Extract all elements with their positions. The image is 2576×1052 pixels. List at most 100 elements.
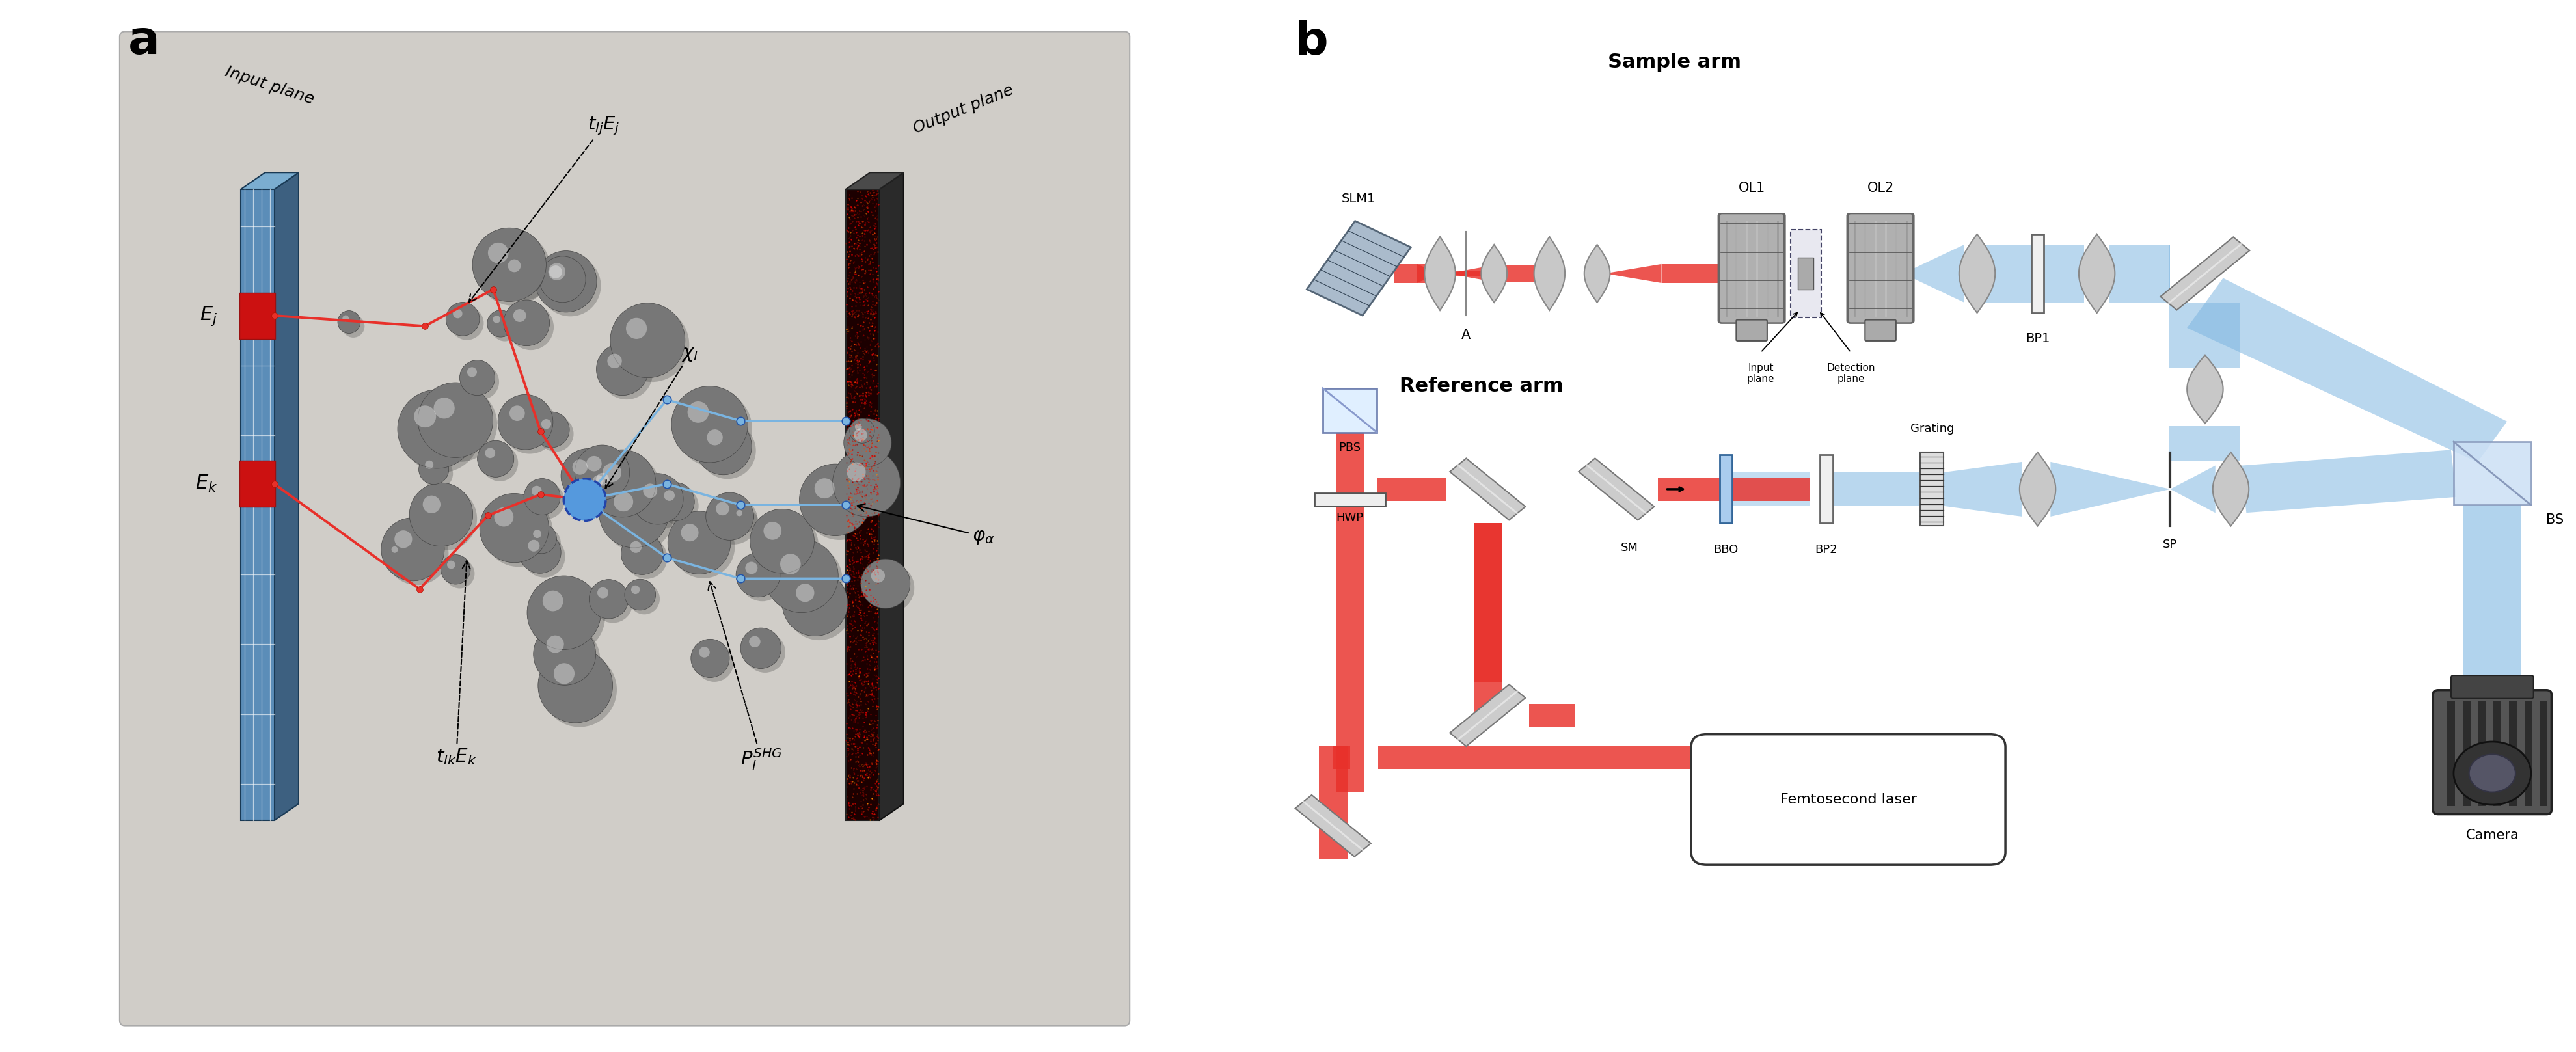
Circle shape <box>466 367 477 377</box>
Bar <box>2478 701 2486 806</box>
Circle shape <box>737 510 757 532</box>
Text: $t_{lj}E_j$: $t_{lj}E_j$ <box>469 115 621 302</box>
Polygon shape <box>1376 478 1448 501</box>
Circle shape <box>672 386 747 463</box>
Circle shape <box>848 463 866 482</box>
Circle shape <box>507 260 520 272</box>
Circle shape <box>587 449 657 518</box>
Circle shape <box>853 423 878 447</box>
Circle shape <box>590 471 629 510</box>
Circle shape <box>415 405 435 427</box>
Circle shape <box>672 515 734 579</box>
Circle shape <box>590 580 629 619</box>
Circle shape <box>528 540 538 551</box>
Circle shape <box>549 263 564 280</box>
Circle shape <box>592 584 634 623</box>
Circle shape <box>538 417 574 451</box>
Text: Input plane: Input plane <box>224 64 317 107</box>
Circle shape <box>613 492 634 511</box>
Circle shape <box>422 459 453 488</box>
Polygon shape <box>1334 506 1365 792</box>
Circle shape <box>497 250 544 296</box>
Text: $\varphi_\alpha$: $\varphi_\alpha$ <box>858 504 994 546</box>
Polygon shape <box>1731 472 1808 506</box>
Circle shape <box>343 315 366 338</box>
Circle shape <box>502 300 549 346</box>
Circle shape <box>657 483 696 521</box>
Polygon shape <box>1319 746 1347 859</box>
FancyBboxPatch shape <box>1721 214 1783 323</box>
Polygon shape <box>1417 264 1440 283</box>
Polygon shape <box>1530 704 1577 727</box>
Circle shape <box>464 364 500 400</box>
Circle shape <box>765 539 837 612</box>
Circle shape <box>737 553 781 598</box>
Circle shape <box>410 483 474 546</box>
Polygon shape <box>1448 271 1484 276</box>
Polygon shape <box>2050 462 2169 517</box>
Text: OL2: OL2 <box>1868 182 1893 195</box>
Bar <box>2509 701 2517 806</box>
Circle shape <box>698 422 755 479</box>
Circle shape <box>796 584 814 602</box>
Circle shape <box>762 522 781 540</box>
Circle shape <box>549 265 562 279</box>
FancyBboxPatch shape <box>1850 214 1911 323</box>
Circle shape <box>564 452 618 507</box>
Circle shape <box>871 569 886 583</box>
Circle shape <box>381 518 446 581</box>
Circle shape <box>608 353 621 368</box>
Circle shape <box>631 541 641 553</box>
Polygon shape <box>240 189 273 821</box>
Bar <box>1721 454 1734 523</box>
Polygon shape <box>1834 472 1901 506</box>
Circle shape <box>422 495 440 513</box>
Circle shape <box>832 449 899 517</box>
Text: b: b <box>1296 19 1329 64</box>
Text: $\chi_l$: $\chi_l$ <box>605 345 698 488</box>
Circle shape <box>471 228 546 302</box>
Circle shape <box>572 460 587 474</box>
Circle shape <box>866 563 914 612</box>
Text: $P_l^{SHG}$: $P_l^{SHG}$ <box>708 582 783 771</box>
Bar <box>1314 493 1386 506</box>
FancyBboxPatch shape <box>1690 734 2004 865</box>
Circle shape <box>850 419 873 443</box>
Circle shape <box>554 663 574 684</box>
Circle shape <box>541 652 616 727</box>
Circle shape <box>750 636 760 647</box>
Bar <box>1919 452 1942 526</box>
Circle shape <box>533 412 569 447</box>
Circle shape <box>688 402 708 423</box>
Circle shape <box>675 390 752 467</box>
Circle shape <box>783 570 848 636</box>
Circle shape <box>448 561 456 569</box>
Circle shape <box>546 635 564 653</box>
Circle shape <box>690 640 729 677</box>
FancyBboxPatch shape <box>1847 214 1914 323</box>
Circle shape <box>621 532 662 574</box>
Circle shape <box>536 250 598 312</box>
Circle shape <box>603 482 672 552</box>
Circle shape <box>538 627 600 689</box>
Circle shape <box>523 535 564 578</box>
Circle shape <box>706 492 755 541</box>
Circle shape <box>781 553 801 574</box>
Bar <box>240 292 276 339</box>
Polygon shape <box>1450 459 1525 520</box>
FancyBboxPatch shape <box>118 32 1131 1026</box>
Circle shape <box>732 506 755 528</box>
Circle shape <box>541 419 551 429</box>
FancyBboxPatch shape <box>2432 690 2550 814</box>
Circle shape <box>600 478 670 548</box>
Text: SM: SM <box>1620 542 1638 553</box>
Circle shape <box>667 511 732 574</box>
Text: SP: SP <box>2164 539 2177 550</box>
Circle shape <box>453 309 461 319</box>
Polygon shape <box>1502 265 1540 282</box>
Circle shape <box>711 497 757 545</box>
Polygon shape <box>1731 478 1808 501</box>
Circle shape <box>440 554 471 584</box>
Circle shape <box>2468 754 2514 792</box>
Circle shape <box>595 472 608 486</box>
